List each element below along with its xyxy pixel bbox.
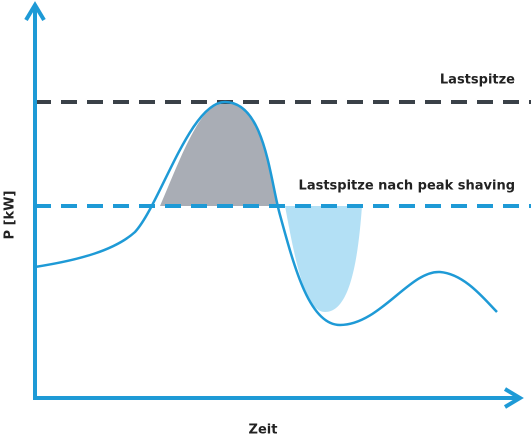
shaved-peak-label: Lastspitze nach peak shaving	[299, 179, 515, 194]
x-axis-arrow	[503, 387, 524, 409]
peak-label: Lastspitze	[440, 73, 515, 88]
y-axis-arrow	[24, 1, 46, 22]
peak-area	[160, 102, 278, 206]
storage-area	[285, 206, 362, 312]
x-axis-label: Zeit	[249, 423, 278, 436]
load-curve	[34, 100, 498, 327]
y-axis-label: P [kW]	[3, 191, 18, 240]
